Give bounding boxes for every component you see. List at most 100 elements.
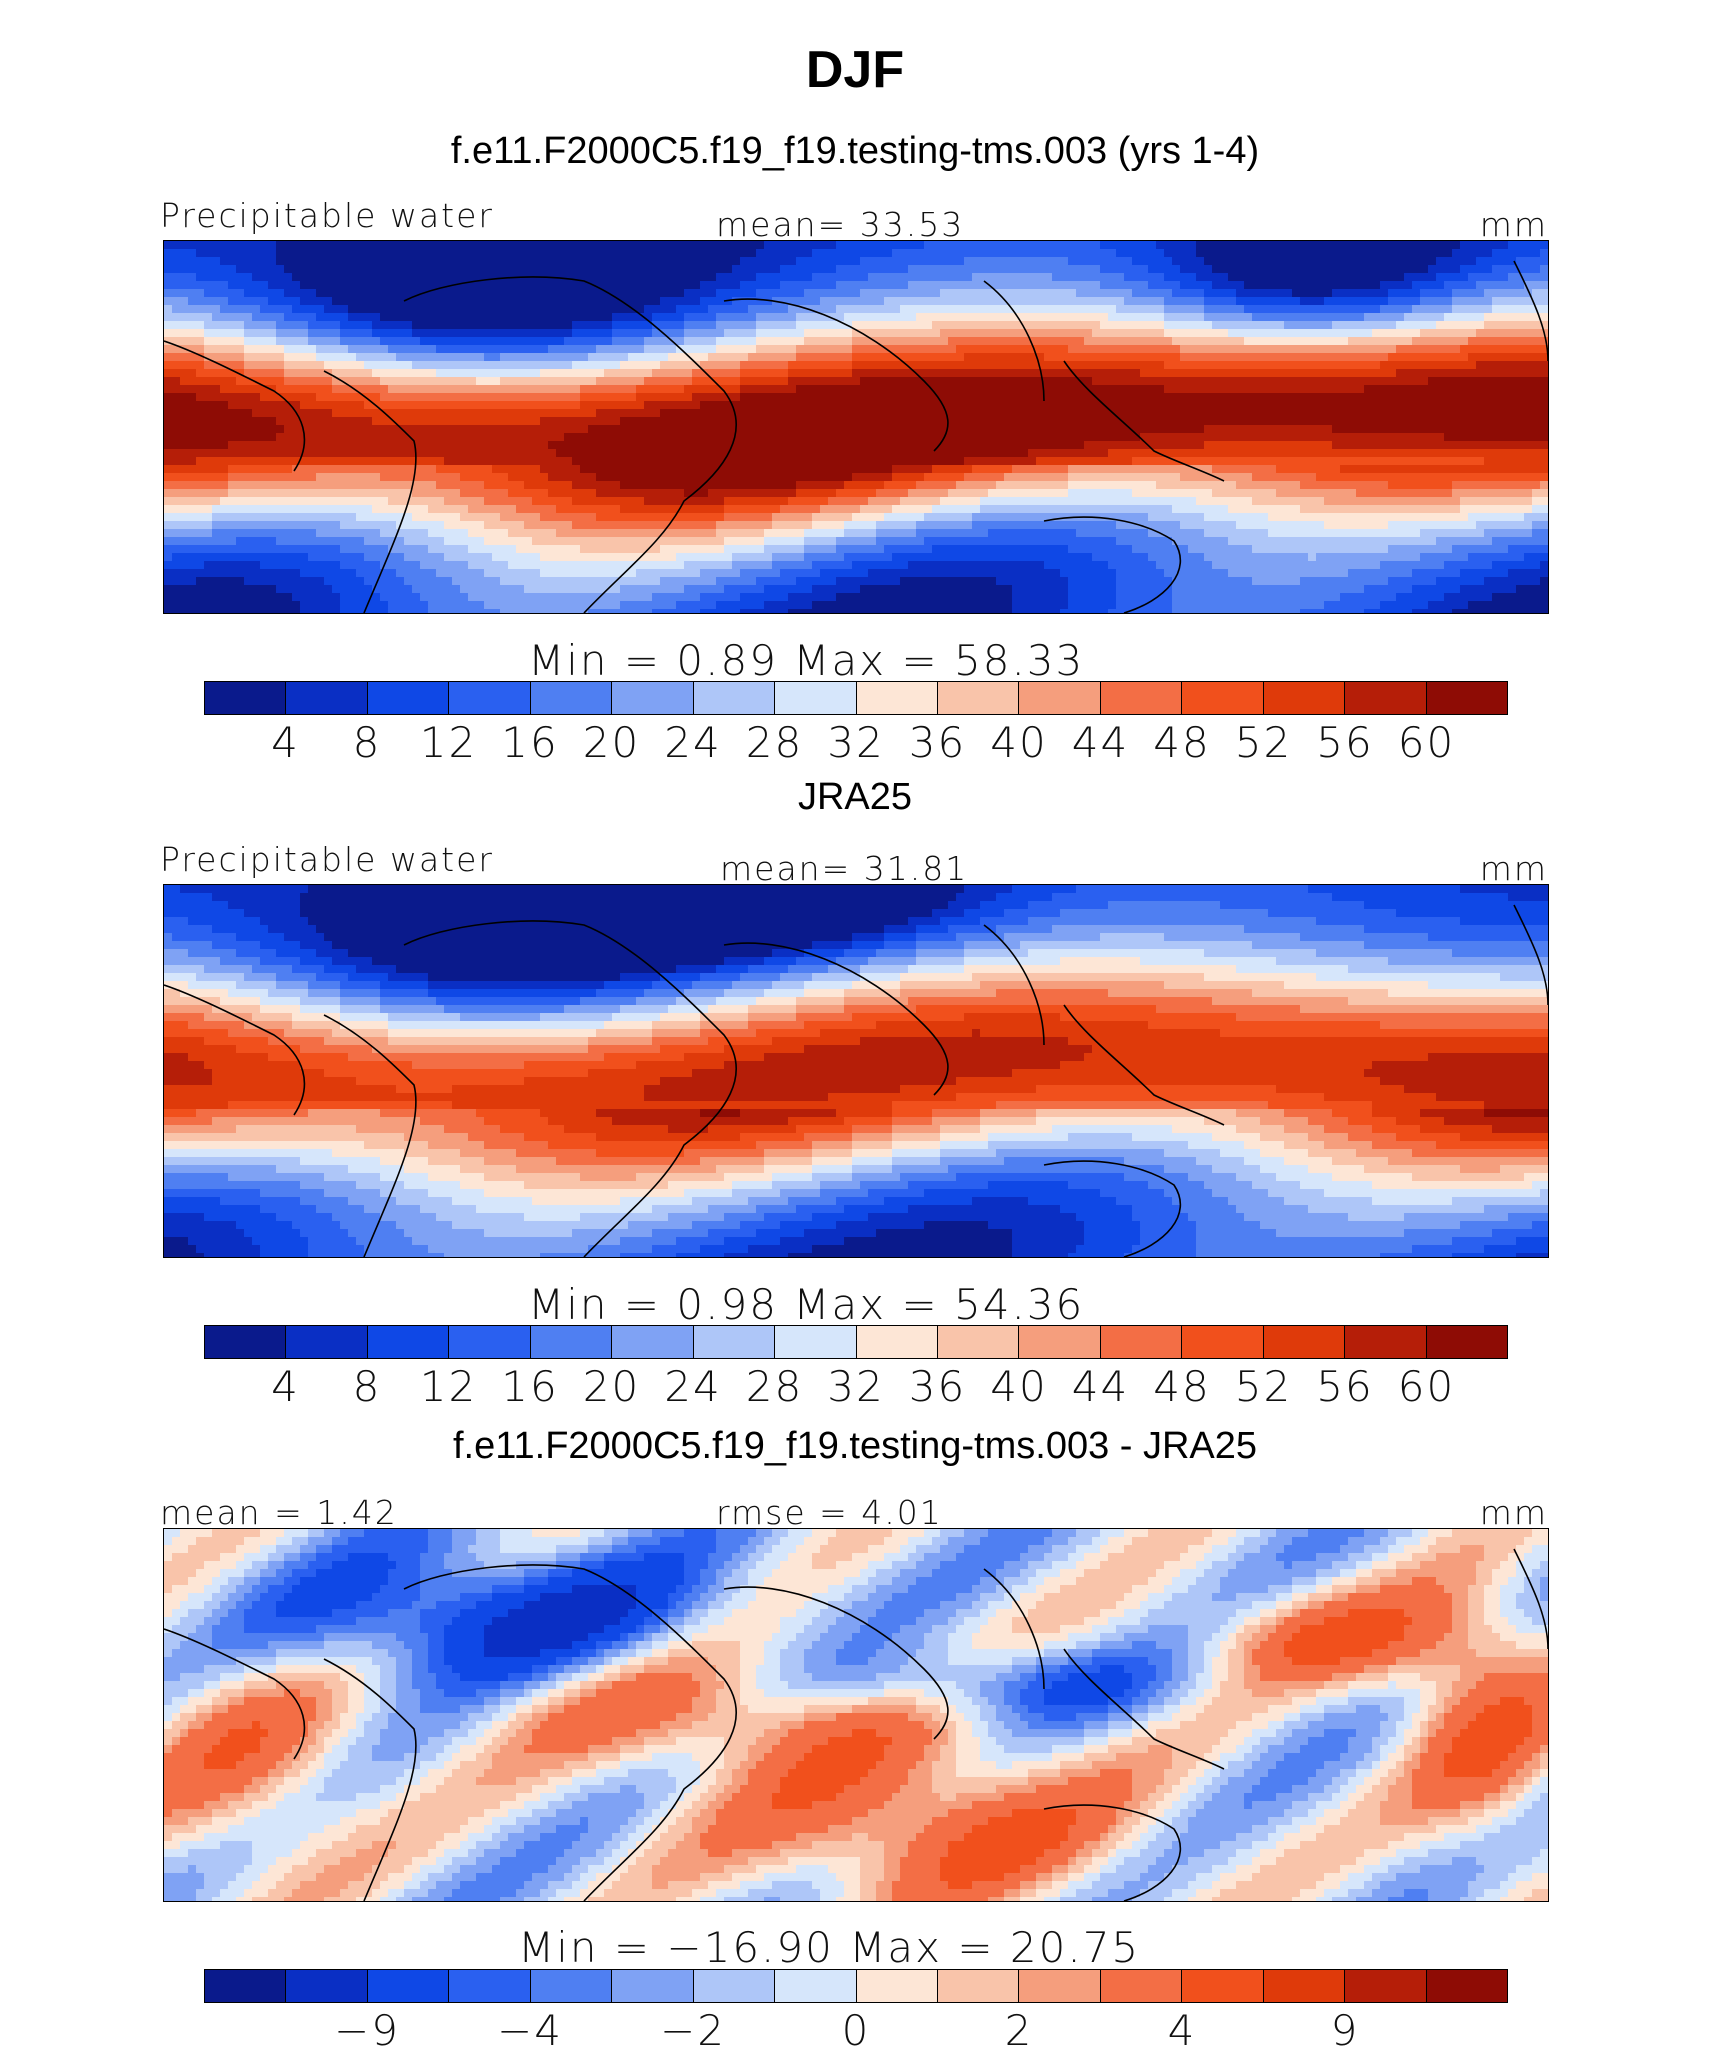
colorbar-swatch — [937, 1970, 1020, 2002]
coastline — [403, 276, 737, 613]
colorbar-tick-label: 2 — [974, 2006, 1064, 2055]
colorbar-tick-label: 16 — [485, 1362, 575, 1411]
panel3-units-label: mm — [1400, 1493, 1548, 1532]
colorbar-swatch — [1345, 1326, 1427, 1358]
colorbar-swatch — [1263, 682, 1346, 714]
colorbar-swatch — [530, 1970, 613, 2002]
colorbar-swatch — [1426, 1970, 1507, 2002]
colorbar-tick-label: 40 — [974, 718, 1064, 767]
colorbar-tick-label: −4 — [485, 2006, 575, 2055]
panel1-mean-label: mean= 33.53 — [716, 205, 964, 244]
colorbar-swatch — [1182, 1970, 1264, 2002]
colorbar-swatch — [530, 682, 613, 714]
colorbar-tick-label: 4 — [241, 1362, 331, 1411]
panel1-variable-label: Precipitable water — [160, 196, 494, 235]
coastline — [723, 298, 949, 452]
colorbar-swatch — [693, 1970, 776, 2002]
colorbar-swatch — [286, 1970, 368, 2002]
colorbar-tick-label: 32 — [811, 1362, 901, 1411]
coastline — [1043, 516, 1181, 613]
contour-field — [164, 885, 1548, 1257]
colorbar-swatch — [205, 1326, 287, 1358]
colorbar-tick-label: 24 — [648, 718, 738, 767]
colorbar-swatch — [449, 682, 531, 714]
colorbar-swatch — [449, 1326, 531, 1358]
panel2-colorbar — [204, 1325, 1508, 1359]
panel1-map — [163, 240, 1549, 614]
colorbar-tick-label: 36 — [893, 1362, 983, 1411]
colorbar-swatch — [612, 682, 694, 714]
panel1-colorbar — [204, 681, 1508, 715]
colorbar-swatch — [449, 1970, 531, 2002]
colorbar-tick-label: 32 — [811, 718, 901, 767]
colorbar-tick-label: 36 — [893, 718, 983, 767]
colorbar-tick-label: 12 — [404, 718, 494, 767]
coastline — [723, 942, 949, 1096]
coastline — [983, 280, 1045, 402]
panel2-mean-label: mean= 31.81 — [720, 849, 968, 888]
colorbar-swatch — [693, 682, 776, 714]
colorbar-swatch — [1426, 1326, 1507, 1358]
colorbar-swatch — [367, 1970, 450, 2002]
colorbar-swatch — [856, 1970, 938, 2002]
colorbar-tick-label: 56 — [1300, 1362, 1390, 1411]
coastline — [323, 1658, 417, 1901]
colorbar-tick-label: −2 — [648, 2006, 738, 2055]
colorbar-swatch — [205, 682, 287, 714]
colorbar-swatch — [530, 1326, 613, 1358]
colorbar-tick-label: 20 — [567, 718, 657, 767]
colorbar-swatch — [1019, 1970, 1101, 2002]
coastline — [1063, 1004, 1225, 1126]
colorbar-swatch — [1345, 682, 1427, 714]
contour-field — [164, 241, 1548, 613]
panel1-units-label: mm — [1400, 205, 1548, 244]
panel3-map — [163, 1528, 1549, 1902]
coastline — [983, 924, 1045, 1046]
panel2-map — [163, 884, 1549, 1258]
main-title: DJF — [0, 40, 1710, 100]
colorbar-swatch — [775, 1326, 857, 1358]
coastline — [164, 984, 306, 1116]
coastline — [323, 370, 417, 613]
colorbar-swatch — [1426, 682, 1507, 714]
colorbar-swatch — [775, 682, 857, 714]
colorbar-swatch — [1100, 682, 1183, 714]
colorbar-tick-label: 44 — [1056, 1362, 1146, 1411]
colorbar-tick-label: 9 — [1300, 2006, 1390, 2055]
colorbar-tick-label: 8 — [322, 1362, 412, 1411]
colorbar-swatch — [1182, 1326, 1264, 1358]
colorbar-swatch — [1100, 1970, 1183, 2002]
colorbar-swatch — [367, 682, 450, 714]
coastline — [1513, 904, 1548, 1006]
panel3-colorbar — [204, 1969, 1508, 2003]
colorbar-tick-label: 20 — [567, 1362, 657, 1411]
colorbar-swatch — [205, 1970, 287, 2002]
panel2-variable-label: Precipitable water — [160, 840, 494, 879]
panel3-title: f.e11.F2000C5.f19_f19.testing-tms.003 - … — [0, 1425, 1710, 1468]
coastline — [1513, 260, 1548, 362]
coastline — [1513, 1548, 1548, 1650]
colorbar-swatch — [775, 1970, 857, 2002]
colorbar-swatch — [937, 1326, 1020, 1358]
colorbar-tick-label: 16 — [485, 718, 575, 767]
colorbar-swatch — [856, 682, 938, 714]
colorbar-tick-label: 52 — [1219, 718, 1309, 767]
panel2-minmax: Min = 0.98 Max = 54.36 — [528, 1280, 1084, 1329]
panel1-minmax: Min = 0.89 Max = 58.33 — [528, 636, 1084, 685]
contour-field — [164, 1529, 1548, 1901]
coastline — [323, 1014, 417, 1257]
colorbar-swatch — [367, 1326, 450, 1358]
colorbar-tick-label: 28 — [730, 1362, 820, 1411]
colorbar-tick-label: 12 — [404, 1362, 494, 1411]
coastline — [403, 920, 737, 1257]
coastline — [403, 1564, 737, 1901]
panel3-mean-label: mean = 1.42 — [160, 1493, 398, 1532]
coastline — [1063, 1648, 1225, 1770]
colorbar-swatch — [693, 1326, 776, 1358]
colorbar-swatch — [286, 682, 368, 714]
colorbar-tick-label: 52 — [1219, 1362, 1309, 1411]
colorbar-tick-label: 0 — [811, 2006, 901, 2055]
coastline — [723, 1586, 949, 1740]
coastline — [1043, 1160, 1181, 1257]
panel3-minmax: Min = −16.90 Max = 20.75 — [518, 1923, 1140, 1972]
